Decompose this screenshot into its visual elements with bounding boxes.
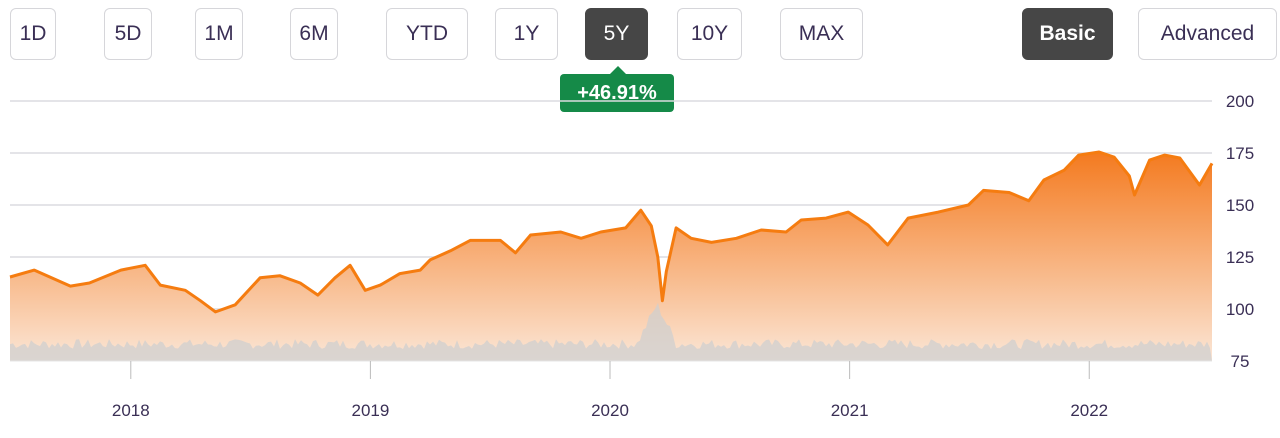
- y-tick-label: 175: [1226, 144, 1254, 163]
- x-tick-label: 2021: [831, 401, 869, 420]
- range-button-1y[interactable]: 1Y: [495, 8, 558, 60]
- range-button-max[interactable]: MAX: [780, 8, 863, 60]
- x-tick-label: 2022: [1070, 401, 1108, 420]
- range-button-ytd[interactable]: YTD: [386, 8, 468, 60]
- y-tick-label: 125: [1226, 248, 1254, 267]
- price-area: [10, 152, 1212, 361]
- y-tick-label: 100: [1226, 300, 1254, 319]
- range-button-5y[interactable]: 5Y: [585, 8, 648, 60]
- range-button-6m[interactable]: 6M: [290, 8, 338, 60]
- range-button-10y[interactable]: 10Y: [677, 8, 742, 60]
- range-button-1d[interactable]: 1D: [10, 8, 56, 60]
- price-line: [9, 150, 1214, 314]
- range-button-5d[interactable]: 5D: [104, 8, 152, 60]
- mode-button-basic[interactable]: Basic: [1022, 8, 1113, 60]
- range-button-1m[interactable]: 1M: [195, 8, 243, 60]
- change-badge: +46.91%: [560, 66, 674, 112]
- x-tick-label: 2018: [112, 401, 150, 420]
- volume-bars: [10, 302, 1212, 361]
- x-tick-label: 2019: [351, 401, 389, 420]
- mode-button-advanced[interactable]: Advanced: [1138, 8, 1277, 60]
- y-tick-label: 75: [1231, 352, 1250, 371]
- y-tick-label: 150: [1226, 196, 1254, 215]
- y-tick-label: 200: [1226, 92, 1254, 111]
- x-tick-label: 2020: [591, 401, 629, 420]
